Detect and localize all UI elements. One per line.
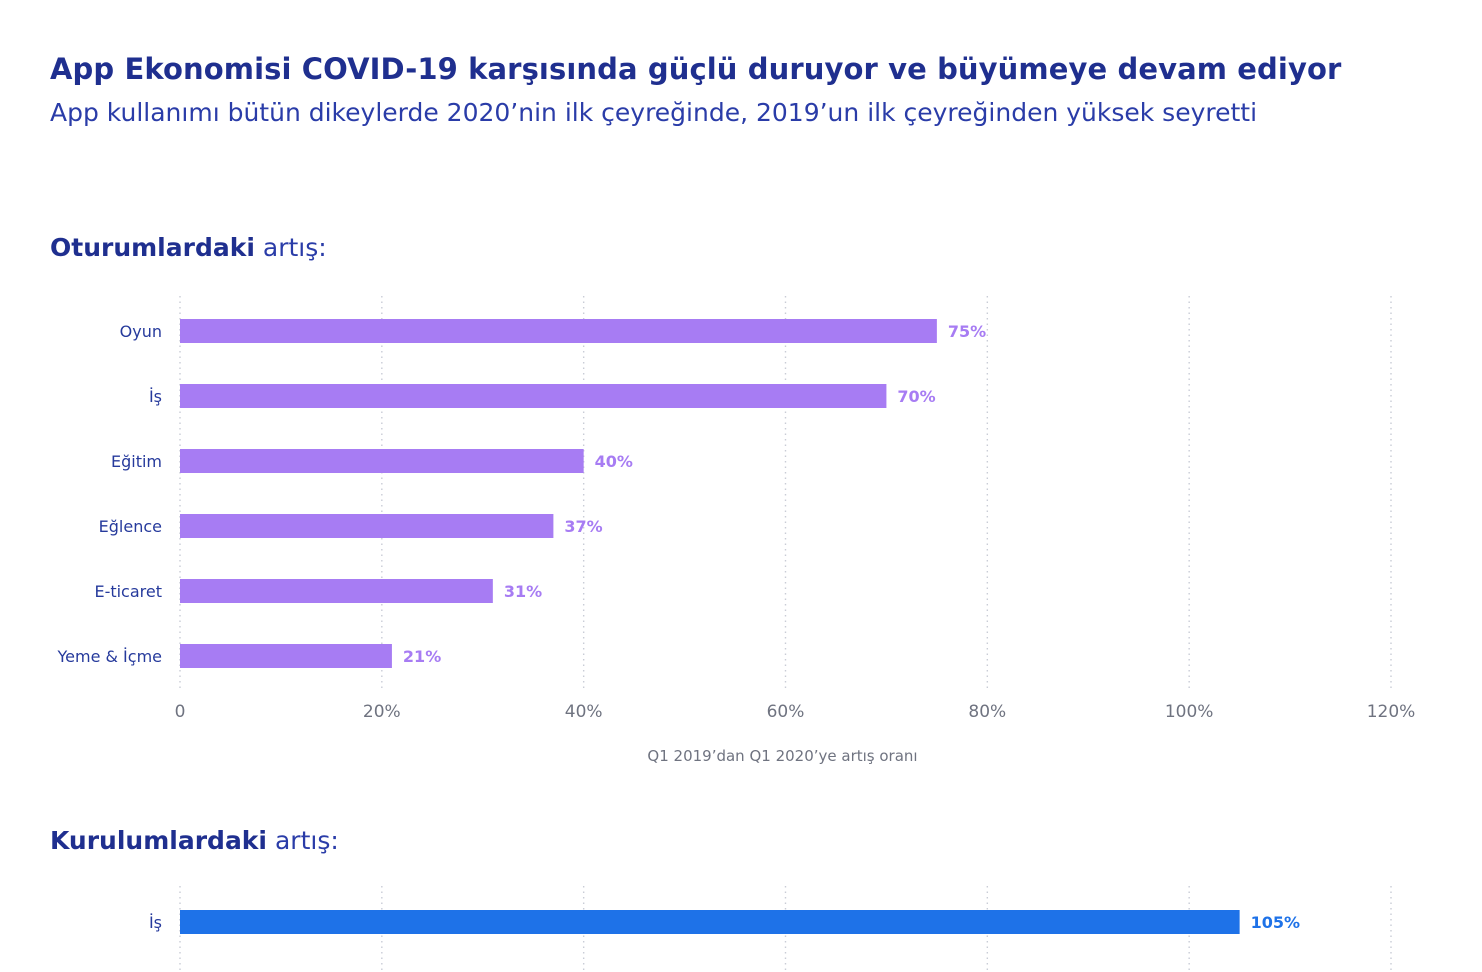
bar — [180, 384, 887, 408]
x-tick-label: 80% — [968, 702, 1006, 722]
value-label: 105% — [1251, 913, 1300, 932]
sessions-section-heading: Oturumlardaki artış: — [50, 233, 327, 262]
x-tick-label: 120% — [1367, 702, 1416, 722]
x-axis-title: Q1 2019’dan Q1 2020’ye artış oranı — [647, 747, 917, 765]
bar — [180, 579, 493, 603]
category-label: Eğlence — [99, 517, 162, 536]
x-tick-label: 40% — [565, 702, 603, 722]
category-label: Eğitim — [111, 452, 162, 471]
bar — [180, 514, 554, 538]
value-label: 40% — [595, 452, 633, 471]
x-tick-label: 20% — [363, 702, 401, 722]
category-label: İş — [149, 387, 162, 406]
bar — [180, 319, 937, 343]
bar — [180, 644, 392, 668]
x-tick-label: 0 — [175, 702, 186, 722]
category-label: İş — [149, 913, 162, 932]
page-title: App Ekonomisi COVID-19 karşısında güçlü … — [50, 52, 1342, 86]
installs-section-heading: Kurulumlardaki artış: — [50, 826, 339, 855]
value-label: 21% — [403, 647, 441, 666]
value-label: 70% — [897, 387, 935, 406]
installs-heading-light: artış: — [274, 826, 339, 855]
value-label: 37% — [564, 517, 602, 536]
sessions-heading-light: artış: — [262, 233, 327, 262]
value-label: 75% — [948, 322, 986, 341]
bar — [180, 910, 1240, 934]
sessions-heading-strong: Oturumlardaki — [50, 233, 255, 262]
value-label: 31% — [504, 582, 542, 601]
page-subtitle: App kullanımı bütün dikeylerde 2020’nin … — [50, 98, 1258, 127]
category-label: E-ticaret — [94, 582, 162, 601]
category-label: Oyun — [120, 322, 162, 341]
x-tick-label: 100% — [1165, 702, 1214, 722]
x-tick-label: 60% — [767, 702, 805, 722]
bar — [180, 449, 584, 473]
category-label: Yeme & İçme — [56, 647, 162, 666]
installs-heading-strong: Kurulumlardaki — [50, 826, 268, 855]
